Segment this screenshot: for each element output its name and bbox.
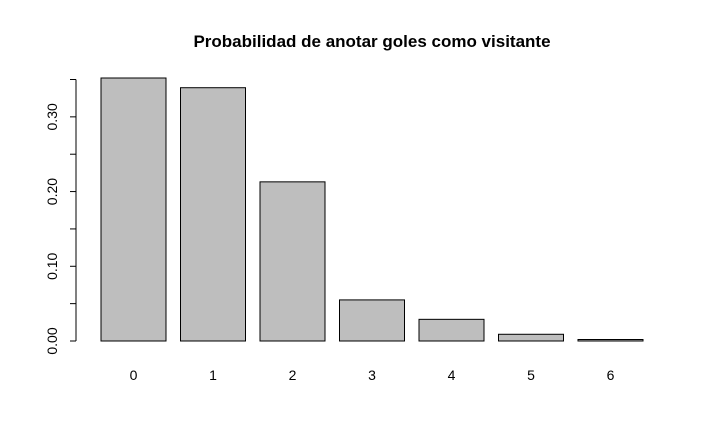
bar-1 xyxy=(180,87,246,342)
x-tick-label: 3 xyxy=(368,367,376,383)
bar-6 xyxy=(577,339,644,342)
x-tick-label: 6 xyxy=(607,367,615,383)
y-tick-label: 0.00 xyxy=(44,327,60,354)
bar-0 xyxy=(100,77,167,342)
chart-title: Probabilidad de anotar goles como visita… xyxy=(193,32,550,51)
x-tick-label: 4 xyxy=(448,367,456,383)
y-tick-label: 0.20 xyxy=(44,178,60,205)
y-tick-label: 0.10 xyxy=(44,252,60,279)
y-axis: 0.00 0.10 0.20 0.30 xyxy=(44,78,77,355)
bar-2 xyxy=(259,181,326,342)
x-tick-label: 1 xyxy=(209,367,217,383)
y-tick-label: 0.30 xyxy=(44,103,60,130)
x-tick-label: 2 xyxy=(289,367,297,383)
bar-3 xyxy=(339,299,405,342)
x-tick-label: 0 xyxy=(130,367,138,383)
x-axis-labels: 0 1 2 3 4 5 6 xyxy=(130,367,615,383)
x-tick-label: 5 xyxy=(527,367,535,383)
bar-5 xyxy=(498,333,564,342)
bar-4 xyxy=(418,318,485,342)
bars-group xyxy=(100,77,644,342)
